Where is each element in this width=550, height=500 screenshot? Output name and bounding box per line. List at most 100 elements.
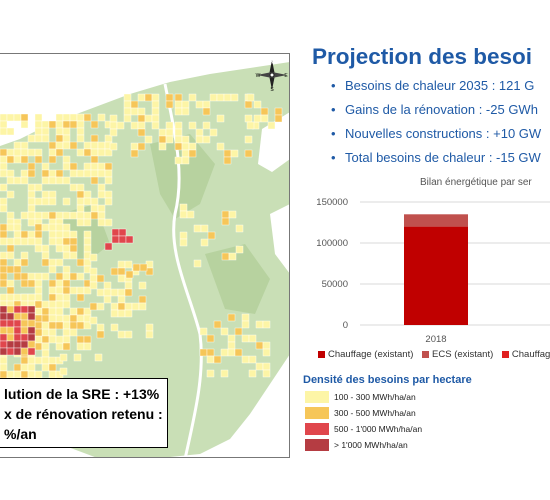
- density-cell: [34, 293, 43, 302]
- density-cell: [89, 274, 98, 283]
- density-cell: [62, 272, 71, 281]
- density-cell: [48, 155, 57, 164]
- density-cell: [137, 93, 146, 102]
- density-cell: [144, 135, 153, 144]
- density-cell: [13, 113, 22, 122]
- density-cell: [139, 263, 148, 272]
- density-cell: [230, 149, 239, 158]
- density-cell: [262, 341, 271, 350]
- density-cell: [13, 333, 22, 342]
- density-cell: [41, 321, 50, 330]
- density-cell: [48, 321, 57, 330]
- density-cell: [55, 223, 64, 232]
- density-cell: [96, 330, 105, 339]
- compass-n-label: N: [270, 60, 274, 66]
- bar-segment-0: [404, 226, 468, 325]
- density-cell: [199, 327, 208, 336]
- density-cell: [0, 204, 8, 213]
- density-cell: [6, 265, 15, 274]
- density-cell: [41, 244, 50, 253]
- density-cell: [62, 120, 71, 129]
- density-cell: [62, 279, 71, 288]
- density-cell: [27, 211, 36, 220]
- density-cell: [62, 113, 71, 122]
- density-cell: [62, 134, 71, 143]
- density-cell: [13, 223, 22, 232]
- density-cell: [104, 148, 113, 157]
- y-tick-label: 100000: [316, 238, 348, 249]
- density-cell: [248, 334, 257, 343]
- density-cell: [55, 237, 64, 246]
- density-cell: [41, 251, 50, 260]
- density-cell: [41, 300, 50, 309]
- density-cell: [206, 348, 215, 357]
- density-cell: [0, 265, 8, 274]
- density-cell: [41, 134, 50, 143]
- density-cell: [83, 244, 92, 253]
- density-cell: [223, 93, 232, 102]
- density-cell: [248, 369, 257, 378]
- heat-density-map[interactable]: [0, 53, 290, 458]
- density-cell: [55, 300, 64, 309]
- density-cell: [200, 224, 209, 233]
- density-cell: [253, 100, 262, 109]
- chart-legend: Chauffage (existant) ECS (existant) Chau…: [318, 349, 550, 360]
- density-cell: [55, 113, 64, 122]
- density-cell: [6, 340, 15, 349]
- density-cell: [6, 148, 15, 157]
- compass-s-label: S: [270, 87, 274, 92]
- density-cell: [199, 348, 208, 357]
- density-cell: [62, 265, 71, 274]
- density-cell: [188, 93, 197, 102]
- density-cell: [27, 293, 36, 302]
- density-cell: [216, 142, 225, 151]
- density-cell: [41, 349, 50, 358]
- density-cell: [6, 293, 15, 302]
- density-cell: [130, 107, 139, 116]
- density-cell: [20, 148, 29, 157]
- river: [163, 83, 203, 457]
- density-cell: [69, 169, 78, 178]
- density-swatch: [305, 423, 329, 435]
- density-cell: [69, 307, 78, 316]
- density-cell: [104, 218, 113, 227]
- density-cell: [151, 107, 160, 116]
- density-cell: [83, 237, 92, 246]
- density-cell: [20, 258, 29, 267]
- density-cell: [179, 203, 188, 212]
- compass-icon: N S E W: [256, 60, 288, 93]
- density-cell: [48, 148, 57, 157]
- density-cell: [6, 190, 15, 199]
- density-cell: [227, 341, 236, 350]
- density-cell: [0, 237, 8, 246]
- density-cell: [13, 176, 22, 185]
- density-cell: [174, 121, 183, 130]
- density-cell: [34, 244, 43, 253]
- density-cell: [41, 356, 50, 365]
- density-cell: [76, 258, 85, 267]
- density-cell: [216, 93, 225, 102]
- density-cell: [69, 237, 78, 246]
- compass-rose: N S E W: [255, 58, 289, 93]
- density-cell: [165, 128, 174, 137]
- density-cell: [69, 162, 78, 171]
- density-cell: [62, 314, 71, 323]
- density-cell: [48, 211, 57, 220]
- density-cell: [116, 121, 125, 130]
- density-cell: [69, 183, 78, 192]
- density-cell: [20, 120, 29, 129]
- density-cell: [110, 302, 119, 311]
- density-cell: [202, 121, 211, 130]
- density-cell: [241, 313, 250, 322]
- density-cell: [262, 369, 271, 378]
- density-cell: [69, 120, 78, 129]
- density-cell: [181, 107, 190, 116]
- density-cell: [55, 148, 64, 157]
- density-cell: [6, 279, 15, 288]
- y-tick-label: 50000: [322, 279, 348, 290]
- density-cell: [83, 230, 92, 239]
- density-cell: [90, 155, 99, 164]
- density-cell: [76, 120, 85, 129]
- density-cell: [13, 258, 22, 267]
- density-cell: [253, 114, 262, 123]
